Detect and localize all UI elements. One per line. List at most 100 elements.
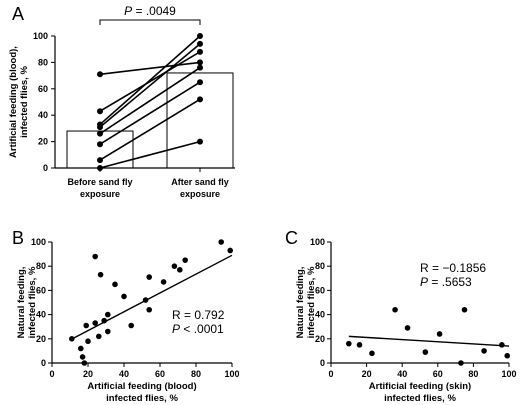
panel-b-ylabel-line-2: infected flies, % — [27, 266, 38, 338]
panel-a-pair-line-7 — [99, 98, 201, 161]
panel-b-point-9 — [96, 333, 102, 340]
panel-a-category-label-1-line-2: exposure — [80, 189, 120, 199]
panel-a-category-label-1-line-1: Before sand fly — [67, 177, 132, 187]
panel-a-p-value-p-letter: P — [124, 4, 132, 18]
panel-b-point-4 — [81, 360, 88, 366]
panel-b-point-20 — [160, 279, 167, 285]
panel-c-ylabel-line-2: infected flies, % — [306, 266, 317, 338]
panel-c-ytick-label-40: 40 — [315, 310, 325, 320]
panel-b-point-6 — [85, 338, 91, 345]
panel-a-p-value-p-value: = .0049 — [132, 4, 176, 18]
panel-a-ytick-label-80: 80 — [38, 57, 48, 67]
panel-a-before-point-4 — [97, 124, 103, 131]
panel-b-ytick-label-20: 20 — [36, 334, 46, 344]
panel-b-p-value-p-value: < .0001 — [180, 322, 224, 336]
panel-b-xtick-label-40: 40 — [119, 369, 129, 379]
panel-b-xtick-label-80: 80 — [191, 369, 201, 379]
panel-c-xtick-label-40: 40 — [397, 369, 407, 379]
panel-b-point-3 — [79, 354, 86, 360]
panel-a-before-point-8 — [97, 165, 103, 171]
panel-b-point-19 — [146, 306, 152, 313]
panel-a-after-point-2 — [197, 48, 203, 55]
panel-c-xtick-label-20: 20 — [362, 369, 372, 379]
panel-c-point-6 — [422, 349, 429, 355]
panel-a-ytick-label-100: 100 — [33, 31, 48, 41]
panel-a-after-point-7 — [197, 96, 203, 103]
panel-c-point-5 — [404, 325, 411, 331]
panel-a-category-label-2-line-1: After sand fly — [171, 177, 229, 187]
panel-a-pair-line-6 — [99, 81, 201, 145]
panel-b-point-23 — [182, 257, 188, 263]
panel-b-point-1 — [69, 336, 75, 342]
panel-b-point-5 — [83, 322, 89, 329]
panel-b-ytick-label-100: 100 — [31, 237, 46, 247]
panel-b-point-17 — [142, 297, 149, 303]
panel-c-xtick-label-0: 0 — [328, 369, 333, 379]
panel-a-ylabel-line-2: infected flies, % — [19, 66, 30, 138]
panel-c-point-10 — [481, 348, 487, 354]
panel-a-ylabel-line-1: Artificial feeding (blood), — [8, 46, 19, 158]
panel-a-after-point-4 — [197, 40, 203, 47]
panel-b-point-12 — [105, 311, 111, 318]
panel-c-p-value-p-letter: P — [420, 275, 428, 289]
panel-c-xtick-label-80: 80 — [468, 369, 478, 379]
panel-a-before-point-2 — [97, 108, 103, 115]
panel-a-category-label-2-line-2: exposure — [180, 189, 220, 199]
panel-b-point-10 — [97, 271, 104, 278]
panel-c-xlabel-line-2: infected flies, % — [384, 393, 456, 404]
panel-b-point-7 — [92, 320, 98, 326]
panel-b-letter: B — [12, 228, 24, 248]
panel-b-ylabel-line-1: Natural feeding, — [16, 267, 27, 339]
panel-b-xlabel-line-2: infected flies, % — [106, 393, 178, 404]
panel-a-after-point-3 — [197, 33, 203, 39]
panel-a-pair-line-4 — [99, 43, 201, 128]
panel-a-ytick-label-0: 0 — [43, 163, 48, 173]
panel-c-point-11 — [499, 342, 505, 348]
panel-a-p-value: P = .0049 — [124, 4, 176, 18]
panel-c-ytick-label-80: 80 — [315, 261, 325, 271]
panel-b-ytick-label-0: 0 — [41, 358, 46, 368]
panel-a-ytick-label-60: 60 — [38, 84, 48, 94]
panel-c-ytick-label-60: 60 — [315, 285, 325, 295]
panel-c-point-1 — [346, 340, 352, 347]
panel-b-xtick-label-60: 60 — [155, 369, 165, 379]
panel-b-p-value: P < .0001 — [172, 322, 224, 336]
panel-b-point-8 — [92, 253, 98, 260]
panel-b-point-24 — [218, 239, 224, 245]
panel-a-ytick-label-40: 40 — [38, 110, 48, 120]
panel-c-ytick-label-20: 20 — [315, 334, 325, 344]
panel-b-point-13 — [105, 328, 111, 335]
panel-a-pair-line-8 — [99, 140, 201, 169]
panel-c-p-value-p-value: = .5653 — [428, 275, 472, 289]
panel-c-point-3 — [369, 350, 375, 357]
panel-a-letter: A — [12, 4, 24, 24]
panel-a-pair-line-1 — [99, 61, 201, 76]
panel-b-r-value: R = 0.792 — [172, 308, 225, 322]
panel-a-pair-line-2 — [99, 51, 201, 112]
panel-b-regression-line — [69, 254, 233, 341]
panel-b-ytick-label-40: 40 — [36, 310, 46, 320]
panel-b-xlabel-line-1: Artificial feeding (blood) — [87, 381, 196, 392]
panel-c-ylabel-line-1: Natural feeding, — [295, 267, 306, 339]
panel-b-xtick-label-0: 0 — [49, 369, 54, 379]
panel-c-point-12 — [504, 352, 511, 359]
panel-c-xtick-label-100: 100 — [501, 369, 516, 379]
panel-a-after-point-6 — [197, 79, 203, 86]
panel-b-ytick-label-80: 80 — [36, 261, 46, 271]
panel-c-point-7 — [436, 331, 443, 337]
panel-b-point-16 — [128, 322, 134, 329]
panel-a-before-point-1 — [97, 71, 103, 78]
panel-b-point-21 — [171, 263, 178, 270]
panel-c-point-2 — [356, 342, 363, 348]
panel-a-after-point-8 — [197, 138, 203, 145]
panel-b-point-2 — [78, 345, 84, 352]
panel-b-point-22 — [177, 267, 183, 273]
panel-c-regression-line — [348, 335, 510, 347]
panel-c-xlabel-line-1: Artificial feeding (skin) — [369, 381, 471, 392]
panel-b-ytick-label-60: 60 — [36, 285, 46, 295]
panel-c-point-4 — [392, 306, 398, 313]
panel-a-bar-2 — [166, 72, 234, 169]
panel-b-point-25 — [227, 247, 233, 254]
panel-b-xtick-label-100: 100 — [224, 369, 239, 379]
panel-a-before-point-7 — [97, 157, 103, 164]
